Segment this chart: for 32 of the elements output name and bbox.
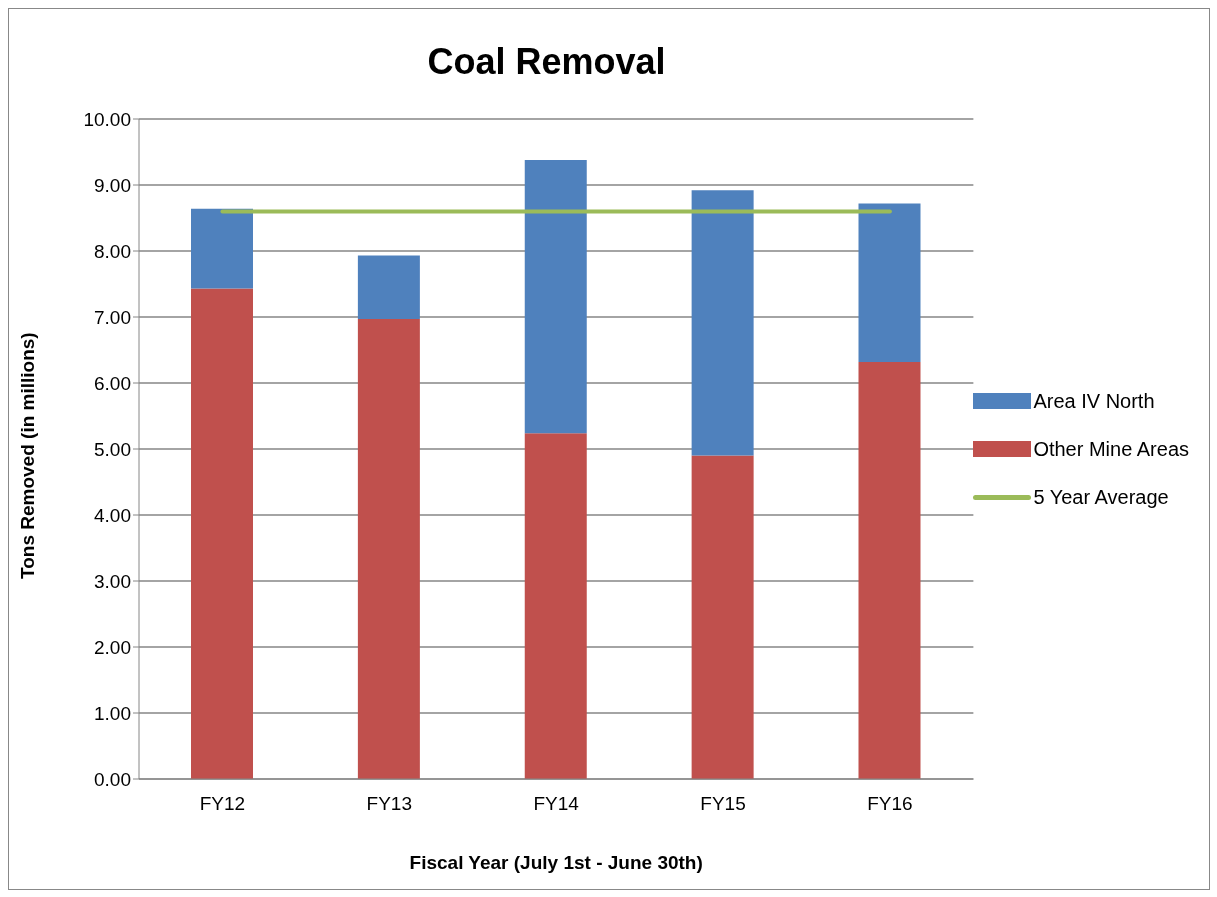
bar	[357, 255, 420, 319]
y-tick-label: 4.00	[94, 504, 131, 526]
x-axis-title: Fiscal Year (July 1st - June 30th)	[409, 852, 703, 873]
y-tick-label: 5.00	[94, 438, 131, 460]
chart-title: Coal Removal	[426, 41, 667, 83]
bar	[357, 318, 420, 779]
x-tick-label: FY14	[533, 793, 580, 815]
bar	[691, 455, 754, 779]
bar	[524, 159, 587, 434]
y-tick-label: 8.00	[94, 240, 131, 262]
bar	[858, 203, 921, 362]
y-tick-label: 9.00	[94, 174, 131, 196]
bar	[191, 288, 253, 779]
bar	[691, 190, 754, 456]
y-tick-label: 6.00	[94, 372, 131, 394]
legend-label: Area IV North	[1033, 389, 1155, 413]
legend-label: Other Mine Areas	[1033, 437, 1189, 461]
x-tick-label: FY13	[366, 793, 413, 815]
y-tick-label: 1.00	[94, 702, 131, 724]
bar	[858, 361, 921, 779]
x-tick-label: FY12	[199, 793, 246, 815]
y-tick-label: 3.00	[94, 570, 131, 592]
x-tick-label: FY16	[867, 793, 913, 815]
y-tick-label: 10.00	[83, 108, 131, 130]
y-tick-label: 0.00	[94, 768, 131, 790]
bar	[191, 208, 253, 289]
bar	[524, 433, 587, 779]
x-tick-label: FY15	[700, 793, 746, 815]
y-tick-label: 7.00	[94, 306, 131, 328]
y-axis-title: Tons Removed (in millions)	[16, 332, 38, 579]
legend-label: 5 Year Average	[1033, 485, 1169, 509]
y-tick-label: 2.00	[94, 636, 131, 658]
